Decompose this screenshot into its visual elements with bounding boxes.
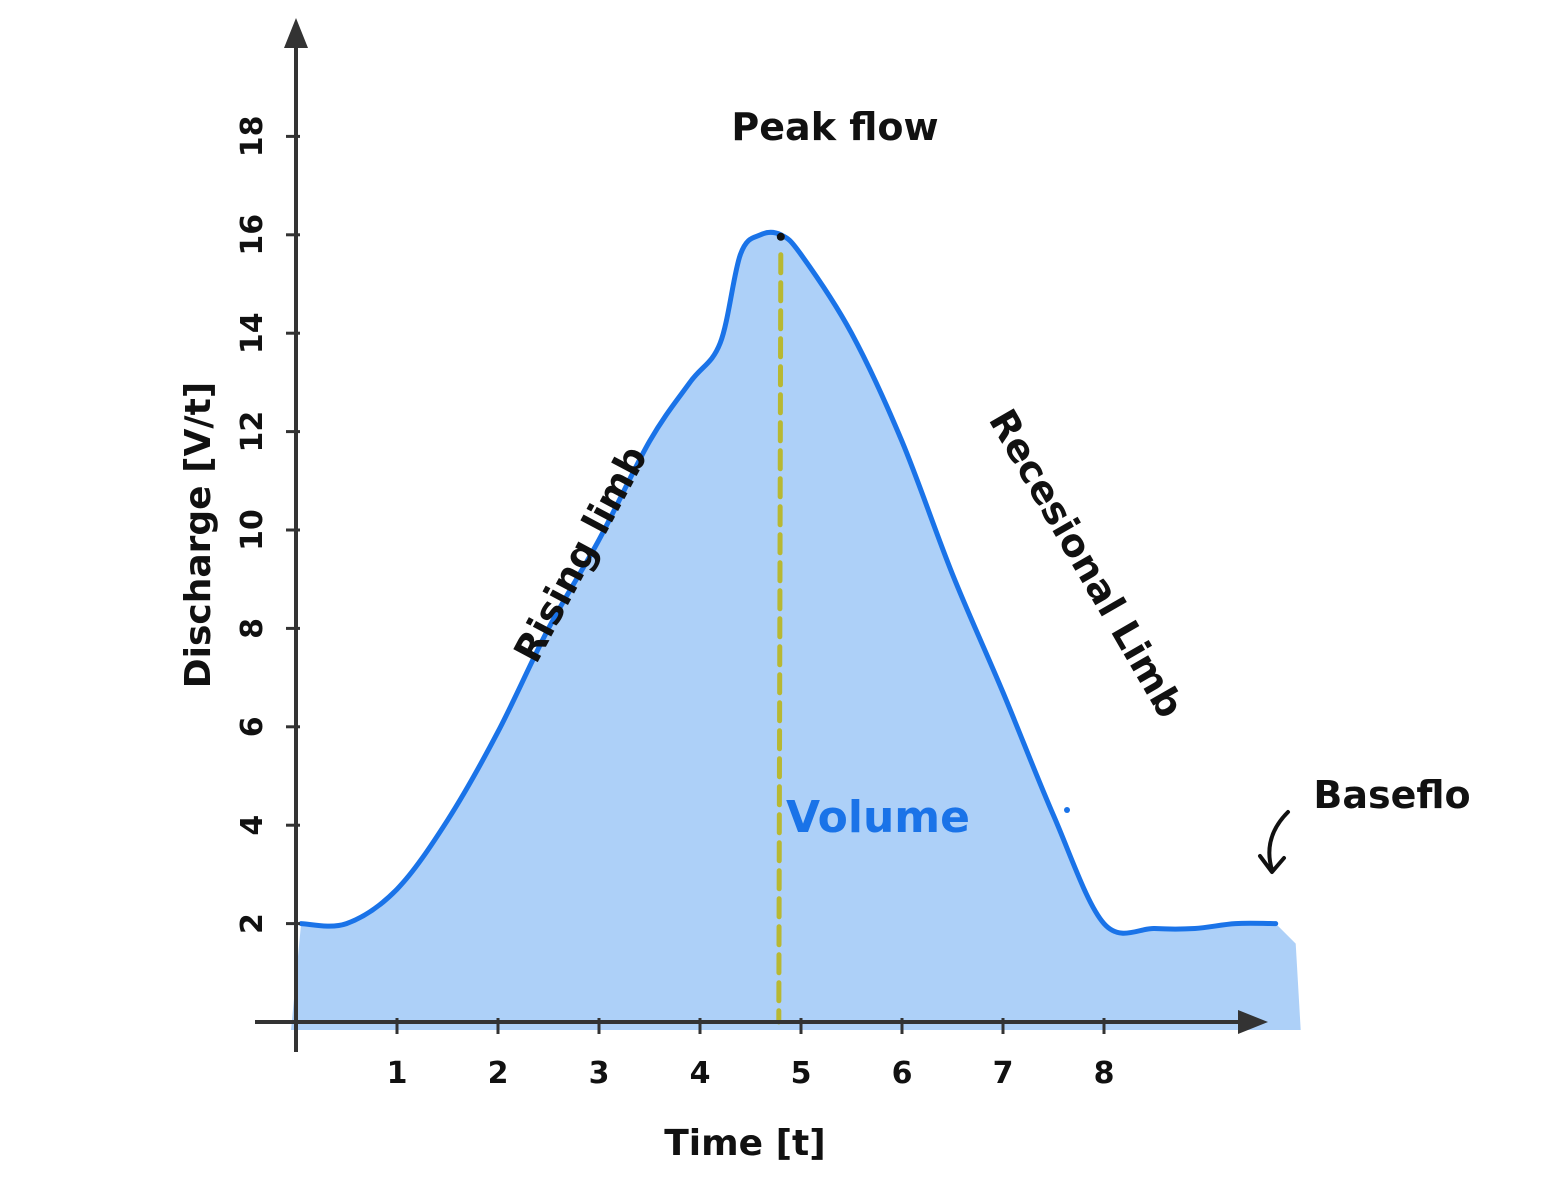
y-axis-arrow-icon <box>284 18 308 48</box>
peak-flow-annotation: Peak flow <box>731 105 938 149</box>
baseflow-annotation: Baseflo <box>1313 773 1470 817</box>
y-tick-label: 18 <box>235 116 270 158</box>
volume-area <box>291 232 1301 1030</box>
x-axis-arrow-icon <box>1238 1010 1268 1034</box>
x-tick-label: 6 <box>892 1056 913 1091</box>
hydrograph-line <box>298 229 1279 936</box>
x-tick-label: 4 <box>690 1056 711 1091</box>
peak-dashed-line <box>776 252 784 1025</box>
peak-point <box>776 232 785 241</box>
x-tick-label: 7 <box>993 1056 1014 1091</box>
volume-annotation: Volume <box>786 792 970 843</box>
baseflow-arrow-icon <box>1258 810 1290 874</box>
volume-dot <box>1064 807 1070 813</box>
x-tick-label: 5 <box>791 1056 812 1091</box>
y-tick-label: 16 <box>235 214 270 256</box>
x-tick-label: 3 <box>589 1056 610 1091</box>
y-tick-label: 10 <box>235 509 270 551</box>
recession-limb-annotation: Recesional Limb <box>980 402 1192 725</box>
y-axis-title: Discharge [V/t] <box>178 382 219 689</box>
y-tick-label: 2 <box>235 913 270 934</box>
x-axis-title: Time [t] <box>664 1123 825 1164</box>
y-tick-label: 4 <box>235 815 270 836</box>
x-tick-label: 1 <box>387 1056 408 1091</box>
x-tick-label: 2 <box>488 1056 509 1091</box>
y-tick-label: 6 <box>235 716 270 737</box>
y-tick-label: 14 <box>235 312 270 354</box>
y-tick-label: 12 <box>235 411 270 453</box>
x-tick-label: 8 <box>1094 1056 1115 1091</box>
y-tick-label: 8 <box>235 618 270 639</box>
